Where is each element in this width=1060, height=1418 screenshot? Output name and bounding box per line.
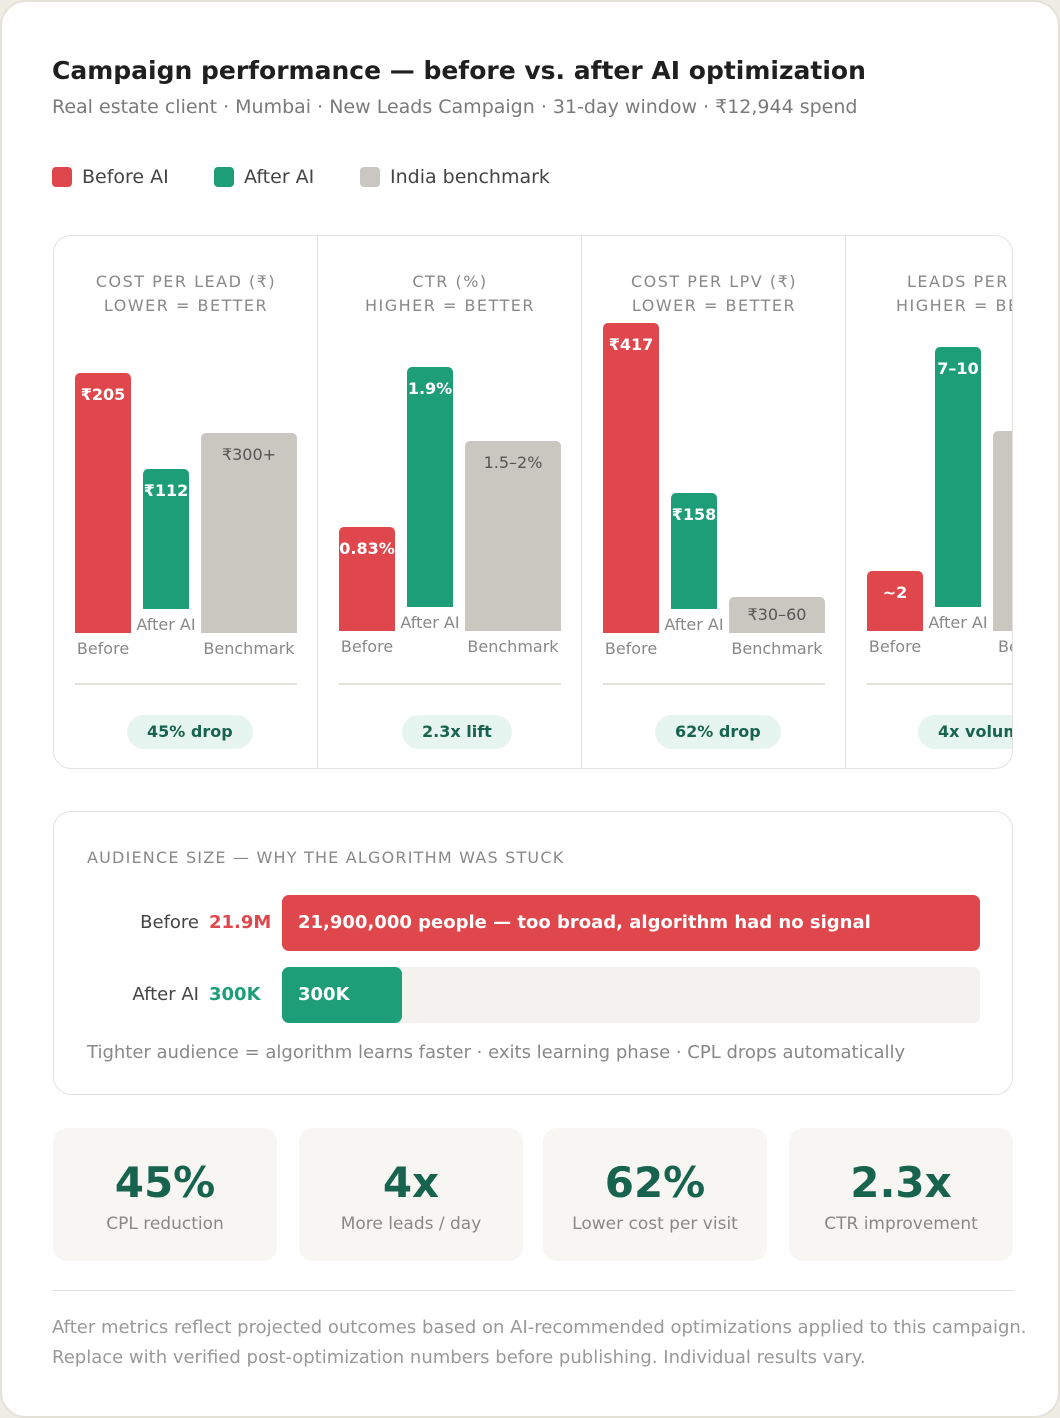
divider — [75, 683, 297, 685]
badge: 2.3x lift — [402, 715, 512, 749]
bar-category: After AI — [400, 613, 460, 632]
stat-value: 2.3x — [850, 1158, 952, 1207]
row-name: After AI — [132, 984, 199, 1005]
badge: 4x volum — [918, 715, 1012, 749]
audience-bar: 21,900,000 people — too broad, algorithm… — [282, 895, 980, 951]
bar-label: ₹30–60 — [747, 605, 807, 624]
badge: 62% drop — [655, 715, 781, 749]
legend-swatch — [52, 167, 72, 187]
panel-title: LEADS PER — [907, 272, 1009, 291]
bar-label: ₹417 — [608, 335, 654, 354]
row-value: 21.9M — [209, 912, 272, 933]
footnote: Replace with verified post-optimization … — [52, 1347, 866, 1368]
stat-card: 4x More leads / day — [299, 1128, 523, 1261]
subtitle: Real estate client · Mumbai · New Leads … — [52, 96, 858, 118]
bar: ₹158 — [671, 493, 717, 609]
legend-item: After AI — [214, 166, 314, 188]
panel-subtitle: HIGHER = BE — [896, 296, 1013, 315]
bar-category: Benchmark — [203, 639, 295, 658]
divider — [603, 683, 825, 685]
bar-category: Benchmark — [467, 637, 559, 656]
bar-label: 0.83% — [339, 539, 395, 558]
divider — [52, 1290, 1014, 1291]
bar-label: ~2 — [882, 583, 908, 602]
bar-label: 7–10 — [937, 359, 979, 378]
stat-label: More leads / day — [340, 1214, 482, 1234]
bar-category: Benchmark — [731, 639, 823, 658]
divider — [867, 683, 1012, 685]
audience-title: AUDIENCE SIZE — WHY THE ALGORITHM WAS ST… — [87, 848, 565, 867]
row-name: Before — [140, 912, 199, 933]
legend-label: After AI — [244, 166, 315, 188]
bar: 0.83% — [339, 527, 395, 631]
legend-swatch — [214, 167, 234, 187]
bar-category: Before — [76, 639, 130, 658]
panel-title: CTR (%) — [412, 272, 488, 291]
legend-label: India benchmark — [390, 166, 550, 188]
bar: ₹205 — [75, 373, 131, 633]
panel-title: COST PER LPV (₹) — [631, 272, 797, 291]
bar-label: ₹158 — [671, 505, 717, 524]
bar: ₹300+ — [201, 433, 297, 633]
legend-item: Before AI — [52, 166, 169, 188]
audience-box: AUDIENCE SIZE — WHY THE ALGORITHM WAS ST… — [53, 811, 1013, 1095]
bar-category: Before — [604, 639, 658, 658]
panel-subtitle: LOWER = BETTER — [631, 296, 797, 315]
bar-label: 1.5–2% — [483, 453, 543, 472]
metric-panel: COST PER LEAD (₹) LOWER = BETTER ₹205 Befor… — [54, 236, 318, 768]
bar-category: After AI — [136, 615, 196, 634]
panels: COST PER LEAD (₹) LOWER = BETTER ₹205 Befor… — [53, 235, 1013, 769]
panel-subtitle: HIGHER = BETTER — [364, 296, 536, 315]
title: Campaign performance — before vs. after … — [52, 56, 866, 85]
bar-category: Be — [998, 637, 1012, 656]
bar: 1.5–2% — [465, 441, 561, 631]
stat-value: 62% — [604, 1158, 706, 1207]
divider — [339, 683, 561, 685]
stat-label: CPL reduction — [106, 1214, 224, 1234]
bar-track: 21,900,000 people — too broad, algorithm… — [282, 895, 980, 951]
bar: ₹112 — [143, 469, 189, 609]
bar — [993, 431, 1012, 631]
stat-card: 2.3x CTR improvement — [789, 1128, 1013, 1261]
legend-swatch — [360, 167, 380, 187]
legend-label: Before AI — [82, 166, 169, 188]
metric-panel: CTR (%) HIGHER = BETTER 0.83% Before 1.9% Aft… — [318, 236, 582, 768]
bar-track: 300K — [282, 967, 980, 1023]
bar: 7–10 — [935, 347, 981, 607]
panel-title: COST PER LEAD (₹) — [95, 272, 277, 291]
bar-category: After AI — [664, 615, 724, 634]
stat-card: 45% CPL reduction — [53, 1128, 277, 1261]
stat-label: Lower cost per visit — [572, 1214, 738, 1234]
stat-label: CTR improvement — [824, 1214, 978, 1234]
audience-note: Tighter audience = algorithm learns fast… — [87, 1042, 906, 1063]
footnote: After metrics reflect projected outcomes… — [52, 1317, 1027, 1338]
badge: 45% drop — [127, 715, 253, 749]
bar: ₹417 — [603, 323, 659, 633]
bar: ~2 — [867, 571, 923, 631]
bar-category: After AI — [928, 613, 988, 632]
bar-label: ₹300+ — [221, 445, 277, 464]
bar-label: 1.9% — [407, 379, 453, 398]
stat-card: 62% Lower cost per visit — [543, 1128, 767, 1261]
metric-panel: LEADS PER HIGHER = BE ~2 Before 7–10 After AI… — [846, 236, 1013, 768]
legend-item: India benchmark — [360, 166, 550, 188]
panel-subtitle: LOWER = BETTER — [103, 296, 269, 315]
bar-category: Before — [340, 637, 394, 656]
row-value: 300K — [209, 984, 261, 1005]
bar-category: Before — [868, 637, 922, 656]
bar: ₹30–60 — [729, 597, 825, 633]
bar-label: ₹205 — [80, 385, 126, 404]
stat-value: 45% — [114, 1158, 216, 1207]
audience-bar: 300K — [282, 967, 402, 1023]
bar: 1.9% — [407, 367, 453, 607]
bar-label: ₹112 — [143, 481, 189, 500]
metric-panel: COST PER LPV (₹) LOWER = BETTER ₹417 Before… — [582, 236, 846, 768]
stat-value: 4x — [382, 1158, 440, 1207]
